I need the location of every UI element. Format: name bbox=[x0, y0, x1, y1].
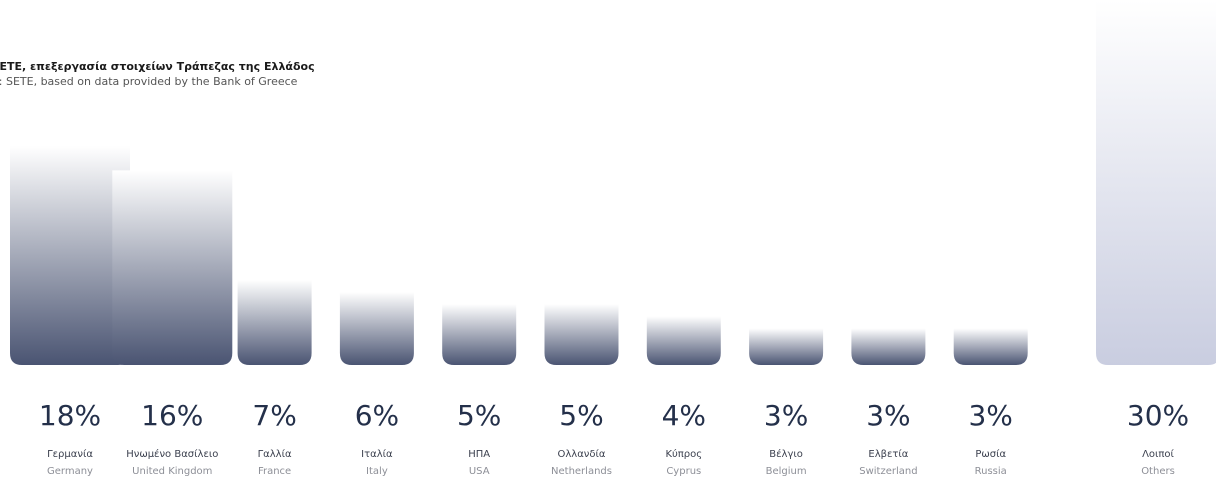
value-label: 5% bbox=[559, 399, 603, 432]
category-label-greek: Ιταλία bbox=[361, 448, 393, 460]
category-label-english: United Kingdom bbox=[132, 466, 212, 477]
category-label-english: Russia bbox=[975, 466, 1007, 477]
category-label-greek: Ρωσία bbox=[975, 448, 1006, 460]
value-label: 4% bbox=[662, 399, 706, 432]
value-label: 18% bbox=[39, 399, 101, 432]
bar-others bbox=[1096, 0, 1216, 365]
category-label-english: Netherlands bbox=[551, 466, 612, 477]
bar-belgium bbox=[749, 328, 824, 365]
source-greek: ΣΕΤΕ, επεξεργασία στοιχείων Τράπεζας της… bbox=[0, 60, 315, 73]
category-label-greek: Γερμανία bbox=[47, 448, 93, 460]
category-label-greek: Λοιποί bbox=[1142, 448, 1174, 460]
category-label-english: France bbox=[258, 466, 291, 477]
category-label-english: Italy bbox=[366, 466, 388, 477]
value-label: 3% bbox=[764, 399, 808, 432]
category-label-greek: Ελβετία bbox=[868, 448, 908, 460]
value-label: 30% bbox=[1127, 399, 1189, 432]
value-label: 3% bbox=[968, 399, 1012, 432]
bar-switzerland bbox=[851, 328, 926, 365]
category-label-greek: Ολλανδία bbox=[558, 448, 606, 460]
value-label: 3% bbox=[866, 399, 910, 432]
bar-italy bbox=[339, 292, 414, 365]
category-label-greek: ΗΠΑ bbox=[468, 449, 490, 460]
category-label-greek: Ηνωμένο Βασίλειο bbox=[126, 448, 218, 460]
labels-group: 18% Γερμανία Germany 16% Ηνωμένο Βασίλειο Uni… bbox=[39, 399, 1189, 477]
category-label-english: Germany bbox=[47, 466, 93, 477]
bar-germany bbox=[10, 146, 130, 365]
bar-netherlands bbox=[544, 304, 619, 365]
bars-group bbox=[10, 0, 1216, 365]
value-label: 16% bbox=[141, 399, 203, 432]
bar-united-kingdom bbox=[112, 170, 233, 365]
bar-cyprus bbox=[646, 316, 721, 365]
category-label-english: Cyprus bbox=[666, 466, 701, 477]
source-english: e: SETE, based on data provided by the B… bbox=[0, 74, 298, 88]
category-label-greek: Κύπρος bbox=[665, 448, 702, 460]
chart-source: ΣΕΤΕ, επεξεργασία στοιχείων Τράπεζας της… bbox=[0, 60, 315, 90]
category-label-greek: Βέλγιο bbox=[769, 448, 803, 460]
value-label: 7% bbox=[252, 399, 296, 432]
category-label-english: Switzerland bbox=[859, 466, 917, 477]
bar-usa bbox=[442, 304, 517, 365]
category-label-english: Belgium bbox=[766, 466, 807, 477]
category-label-english: Others bbox=[1141, 466, 1175, 477]
bar-russia bbox=[953, 328, 1028, 365]
value-label: 5% bbox=[457, 399, 501, 432]
bar-france bbox=[237, 279, 312, 365]
category-label-greek: Γαλλία bbox=[258, 448, 292, 460]
category-label-english: USA bbox=[469, 466, 490, 477]
value-label: 6% bbox=[355, 399, 399, 432]
